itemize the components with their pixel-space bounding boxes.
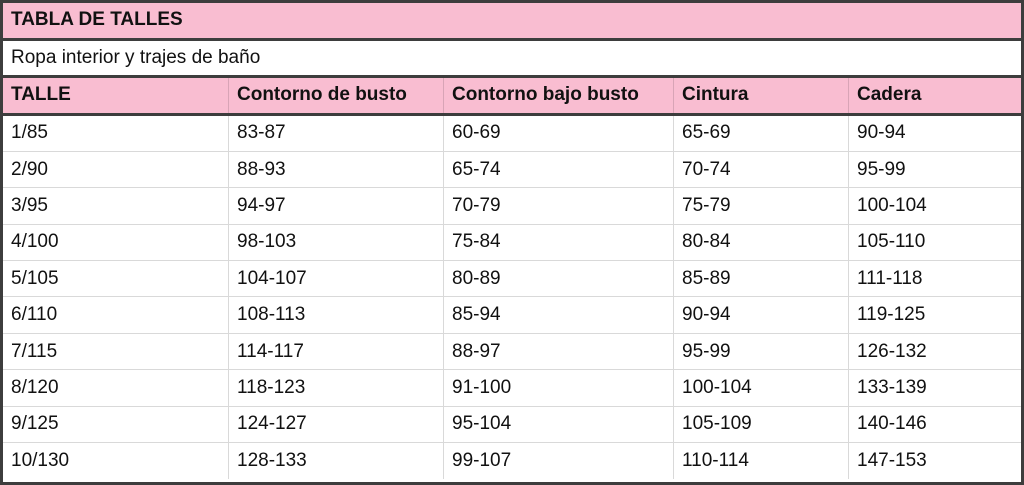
table-row: 1/85 83-87 60-69 65-69 90-94 — [3, 115, 1021, 152]
table-cell: 65-74 — [444, 151, 674, 188]
table-cell: 6/110 — [3, 297, 229, 333]
table-cell: 90-94 — [857, 122, 906, 144]
table-cell: 133-139 — [857, 376, 927, 398]
table-cell: 91-100 — [444, 370, 674, 406]
table-cell: 126-132 — [857, 340, 927, 362]
table-cell: 140-146 — [857, 413, 927, 435]
table-cell: 80-84 — [674, 224, 849, 261]
table-cell: 94-97 — [229, 188, 444, 224]
table-row: 2/90 88-93 65-74 70-74 95-99 — [3, 151, 1021, 189]
table-cell: 128-133 — [229, 443, 444, 480]
column-header: Contorno de busto — [229, 78, 444, 113]
title-row: TABLA DE TALLES — [3, 3, 1021, 41]
table-cell: 90-94 — [674, 297, 849, 333]
table-row: 5/105 104-107 80-89 85-89 111-118 — [3, 261, 1021, 298]
table-cell: 118-123 — [229, 370, 444, 406]
table-row: 9/125 124-127 95-104 105-109 140-146 — [3, 406, 1021, 444]
table-cell: 3/95 — [3, 188, 229, 224]
table-cell: 75-79 — [674, 188, 849, 224]
table-cell: 114-117 — [229, 333, 444, 370]
table-cell: 147-153 — [857, 450, 927, 472]
table-cell: 95-99 — [674, 333, 849, 370]
table-cell: 10/130 — [3, 443, 229, 480]
table-body: 1/85 83-87 60-69 65-69 90-94 2/90 88-93 65-74 70… — [3, 115, 1021, 480]
table-title: TABLA DE TALLES — [11, 9, 183, 31]
table-cell: 88-97 — [444, 333, 674, 370]
table-cell: 85-94 — [444, 297, 674, 333]
table-cell: 83-87 — [229, 115, 444, 151]
table-cell: 1/85 — [3, 115, 229, 151]
table-row: 10/130 128-133 99-107 110-114 147-153 — [3, 443, 1021, 480]
table-cell: 5/105 — [3, 261, 229, 297]
table-cell: 105-109 — [674, 406, 849, 443]
table-cell: 98-103 — [229, 224, 444, 261]
table-cell: 124-127 — [229, 406, 444, 443]
table-cell: 7/115 — [3, 333, 229, 370]
table-cell: 119-125 — [857, 304, 926, 326]
table-cell: 99-107 — [444, 443, 674, 480]
table-cell: 65-69 — [674, 115, 849, 151]
table-cell: 110-114 — [674, 443, 849, 480]
table-row: 3/95 94-97 70-79 75-79 100-104 — [3, 188, 1021, 225]
table-cell: 80-89 — [444, 261, 674, 297]
subtitle-row: Ropa interior y trajes de baño — [3, 41, 1021, 78]
table-cell: 9/125 — [3, 406, 229, 443]
table-subtitle: Ropa interior y trajes de baño — [11, 46, 261, 68]
table-cell: 100-104 — [857, 194, 927, 216]
column-header: Cadera — [857, 84, 922, 106]
table-cell: 105-110 — [857, 231, 926, 253]
table-cell: 95-99 — [857, 158, 906, 180]
table-cell: 104-107 — [229, 261, 444, 297]
table-cell: 108-113 — [229, 297, 444, 333]
table-cell: 60-69 — [444, 115, 674, 151]
table-cell: 75-84 — [444, 224, 674, 261]
column-header: Contorno bajo busto — [444, 78, 674, 113]
table-cell: 111-118 — [857, 267, 923, 289]
table-cell: 88-93 — [229, 151, 444, 188]
column-header: TALLE — [3, 78, 229, 113]
header-row: TALLE Contorno de busto Contorno bajo bu… — [3, 78, 1021, 116]
table-cell: 85-89 — [674, 261, 849, 297]
table-row: 8/120 118-123 91-100 100-104 133-139 — [3, 370, 1021, 407]
table-cell: 8/120 — [3, 370, 229, 406]
table-cell: 4/100 — [3, 224, 229, 261]
table-cell: 70-79 — [444, 188, 674, 224]
table-cell: 2/90 — [3, 151, 229, 188]
table-cell: 100-104 — [674, 370, 849, 406]
column-header: Cintura — [674, 78, 849, 113]
table-row: 7/115 114-117 88-97 95-99 126-132 — [3, 333, 1021, 371]
table-cell: 95-104 — [444, 406, 674, 443]
table-row: 6/110 108-113 85-94 90-94 119-125 — [3, 297, 1021, 334]
table-cell: 70-74 — [674, 151, 849, 188]
table-row: 4/100 98-103 75-84 80-84 105-110 — [3, 224, 1021, 262]
